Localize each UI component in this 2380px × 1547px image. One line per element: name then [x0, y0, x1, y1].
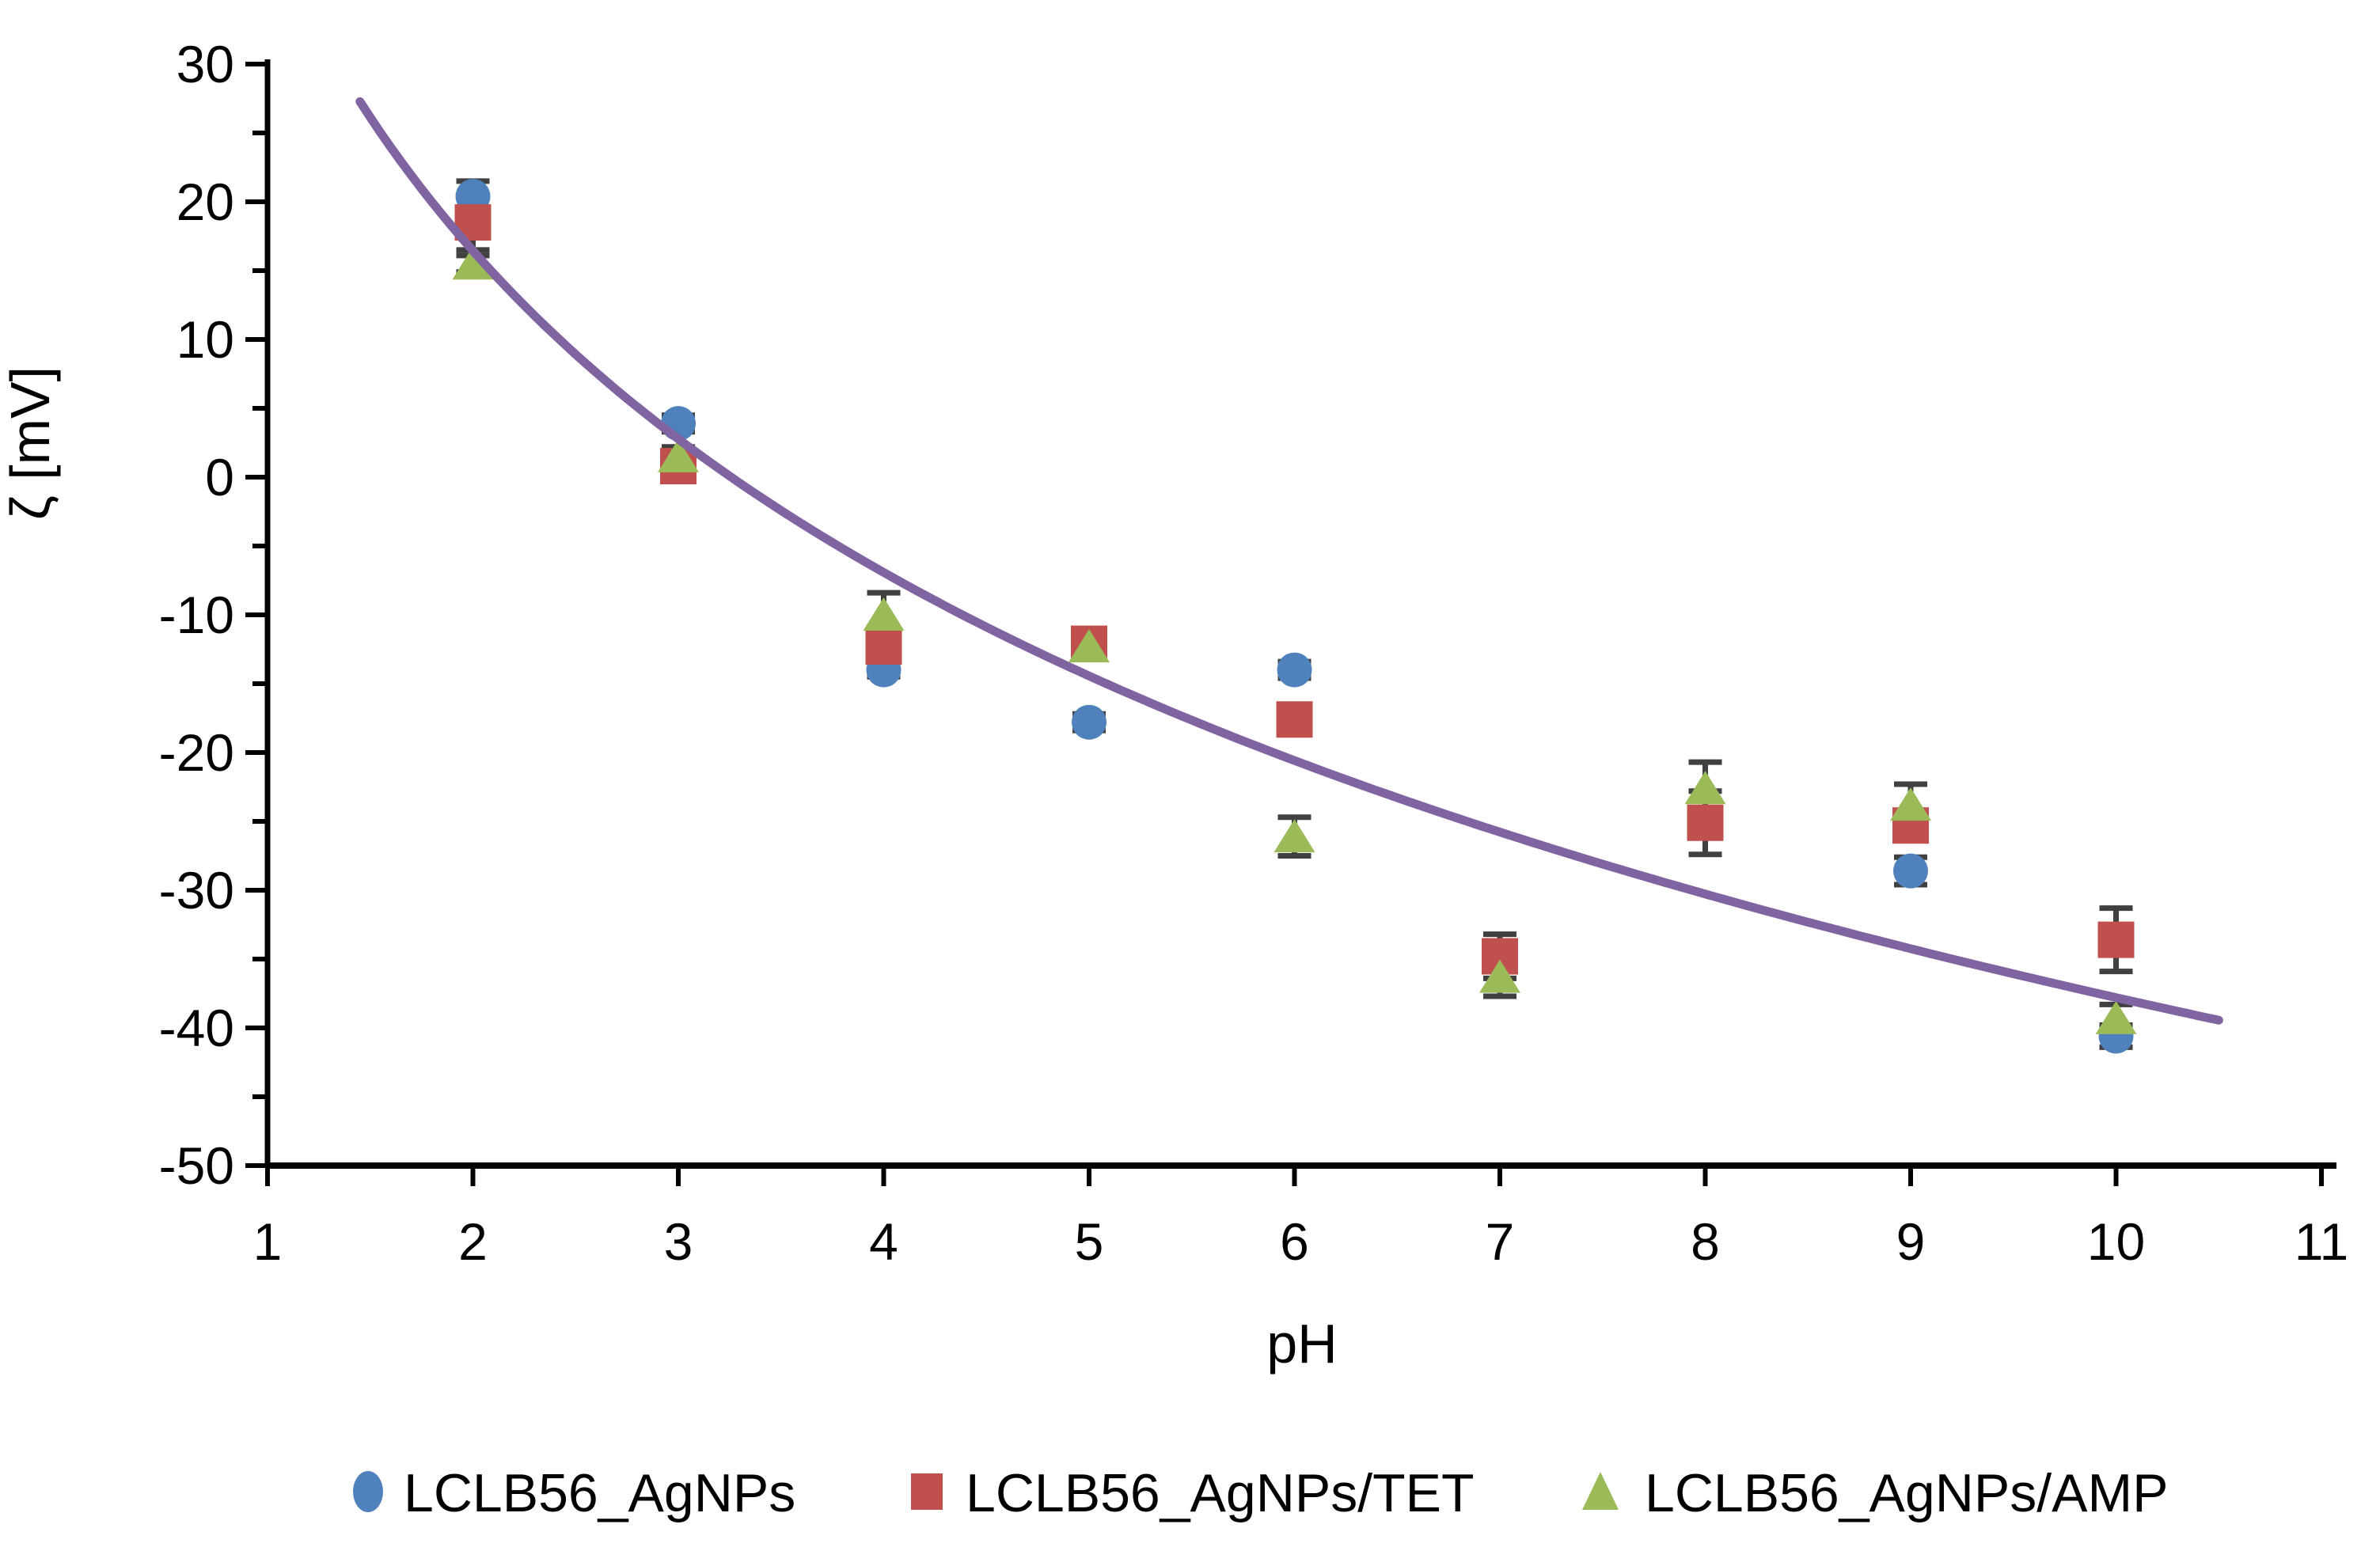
x-tick-label: 7 — [1486, 1212, 1515, 1271]
data-point-triangle — [1274, 819, 1315, 853]
data-point-square — [1687, 804, 1724, 841]
x-tick-label: 1 — [253, 1212, 283, 1271]
y-tick-label: -20 — [159, 723, 234, 782]
data-point-triangle — [658, 438, 699, 472]
x-tick-label: 11 — [2295, 1212, 2349, 1271]
data-point-circle — [1277, 652, 1312, 688]
x-axis-title: pH — [1266, 1313, 1337, 1374]
legend-label: LCLB56_AgNPs/AMP — [1645, 1463, 2168, 1523]
x-tick-label: 4 — [869, 1212, 898, 1271]
y-tick-label: -50 — [159, 1136, 234, 1195]
legend-marker-circle-icon — [353, 1471, 383, 1512]
legend-item: LCLB56_AgNPs/TET — [911, 1463, 1475, 1523]
x-tick-label: 5 — [1075, 1212, 1104, 1271]
data-point-square — [2097, 921, 2135, 958]
legend-label: LCLB56_AgNPs/TET — [966, 1463, 1475, 1523]
trendline-curve — [355, 97, 2223, 1025]
data-point-triangle — [1684, 771, 1726, 805]
plot-area — [355, 97, 2223, 1054]
y-tick-label: 0 — [205, 448, 234, 506]
x-tick-label: 8 — [1691, 1212, 1720, 1271]
y-tick-label: -10 — [159, 586, 234, 644]
data-point-triangle — [863, 597, 905, 631]
data-point-circle — [1893, 853, 1928, 889]
y-tick-label: 20 — [177, 173, 234, 231]
legend-label: LCLB56_AgNPs — [404, 1463, 795, 1523]
legend-marker-triangle-icon — [1582, 1472, 1619, 1510]
x-tick-label: 6 — [1280, 1212, 1309, 1271]
y-tick-label: 30 — [177, 35, 234, 93]
data-point-triangle — [1890, 787, 1931, 821]
legend-marker-square-icon — [911, 1473, 943, 1510]
y-axis-title: ζ [mV] — [0, 366, 61, 520]
data-point-triangle — [2095, 1000, 2137, 1034]
y-tick-label: 10 — [177, 310, 234, 369]
legend-item: LCLB56_AgNPs/AMP — [1582, 1463, 2168, 1523]
x-tick-label: 9 — [1896, 1212, 1926, 1271]
data-point-square — [865, 628, 902, 665]
x-tick-label: 3 — [664, 1212, 693, 1271]
axes-layer: 30 20 10 0 -10 -20 -30 -40 -50 1 2 3 4 5 6 7 8 9 10 11 — [159, 35, 2349, 1271]
data-point-triangle — [1479, 959, 1520, 993]
data-point-triangle — [1069, 629, 1110, 663]
y-tick-label: -40 — [159, 999, 234, 1057]
legend-item: LCLB56_AgNPs — [353, 1463, 795, 1523]
data-point-circle — [1072, 704, 1106, 740]
data-point-square — [1276, 701, 1313, 738]
data-point-triangle — [452, 246, 494, 280]
x-tick-label: 2 — [458, 1212, 488, 1271]
y-tick-label: -30 — [159, 861, 234, 919]
x-tick-label: 10 — [2087, 1212, 2145, 1271]
legend: LCLB56_AgNPs LCLB56_AgNPs/TET LCLB56_AgN… — [353, 1463, 2168, 1523]
